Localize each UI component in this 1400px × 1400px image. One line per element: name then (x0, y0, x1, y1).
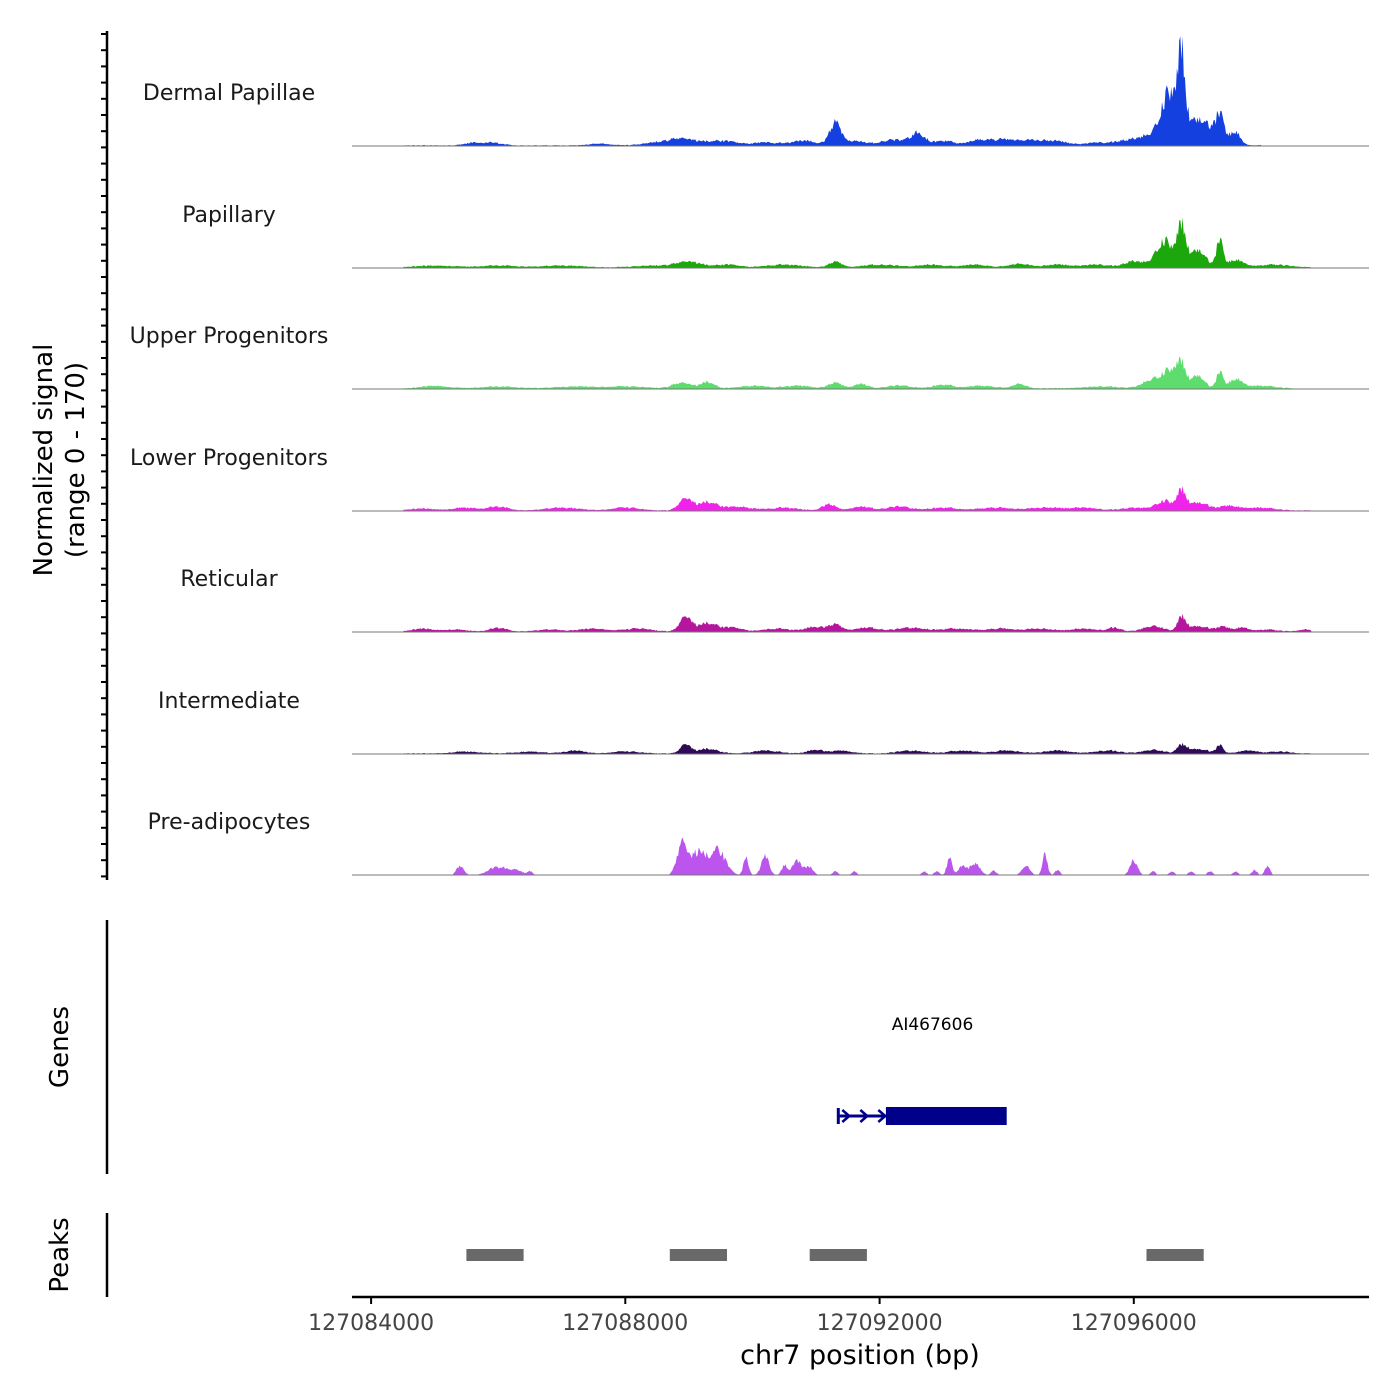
track-label: Dermal Papillae (143, 81, 315, 106)
peak-region (1146, 1249, 1204, 1261)
track-upper-progenitors: Upper Progenitors (130, 324, 1369, 390)
track-label: Pre-adipocytes (148, 810, 311, 835)
x-tick-label: 127092000 (817, 1311, 943, 1336)
track-label: Lower Progenitors (130, 446, 328, 471)
track-label: Upper Progenitors (130, 324, 329, 349)
peaks-track (466, 1249, 1204, 1261)
track-label: Intermediate (158, 689, 300, 714)
signal-area (352, 356, 1369, 389)
signal-area (352, 486, 1369, 511)
gene-name-label: AI467606 (892, 1015, 974, 1035)
signal-tracks: Dermal Papillae Papillary Upper Progenitor… (130, 36, 1369, 876)
track-dermal-papillae: Dermal Papillae (143, 36, 1369, 147)
track-lower-progenitors: Lower Progenitors (130, 446, 1369, 512)
x-tick-label: 127084000 (308, 1311, 434, 1336)
signal-axis-label: Normalized signal (29, 344, 59, 577)
gene-track: AI467606 (836, 1015, 1007, 1125)
peak-region (809, 1249, 867, 1261)
strand-arrow (841, 1109, 852, 1123)
genes-label: Genes (45, 1006, 75, 1088)
x-axis: 127084000 127088000 127092000 127096000 (308, 1297, 1197, 1336)
signal-area (352, 742, 1369, 754)
track-label: Reticular (180, 567, 278, 592)
peak-region (466, 1249, 524, 1261)
signal-area (352, 36, 1369, 146)
track-intermediate: Intermediate (158, 689, 1369, 755)
signal-area (352, 217, 1369, 268)
gene-exon (885, 1107, 1007, 1125)
track-papillary: Papillary (182, 203, 1369, 269)
strand-arrow (859, 1109, 870, 1123)
track-label: Papillary (182, 203, 276, 228)
signal-axis-label-line1: Normalized signal (29, 344, 59, 577)
track-reticular: Reticular (180, 567, 1369, 633)
x-tick-label: 127096000 (1071, 1311, 1197, 1336)
signal-area (352, 613, 1369, 632)
track-pre-adipocytes: Pre-adipocytes (148, 810, 1369, 876)
signal-axis-range-label: (range 0 - 170) (61, 362, 91, 558)
strand-arrow (877, 1109, 888, 1123)
signal-axis (101, 31, 109, 880)
x-axis-label: chr7 position (bp) (740, 1340, 980, 1371)
x-tick-label: 127088000 (562, 1311, 688, 1336)
signal-area (352, 837, 1369, 875)
peaks-label: Peaks (45, 1217, 75, 1292)
peak-region (669, 1249, 727, 1261)
